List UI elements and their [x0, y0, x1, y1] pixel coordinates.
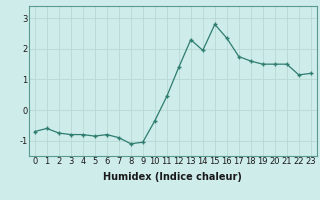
X-axis label: Humidex (Indice chaleur): Humidex (Indice chaleur): [103, 172, 242, 182]
